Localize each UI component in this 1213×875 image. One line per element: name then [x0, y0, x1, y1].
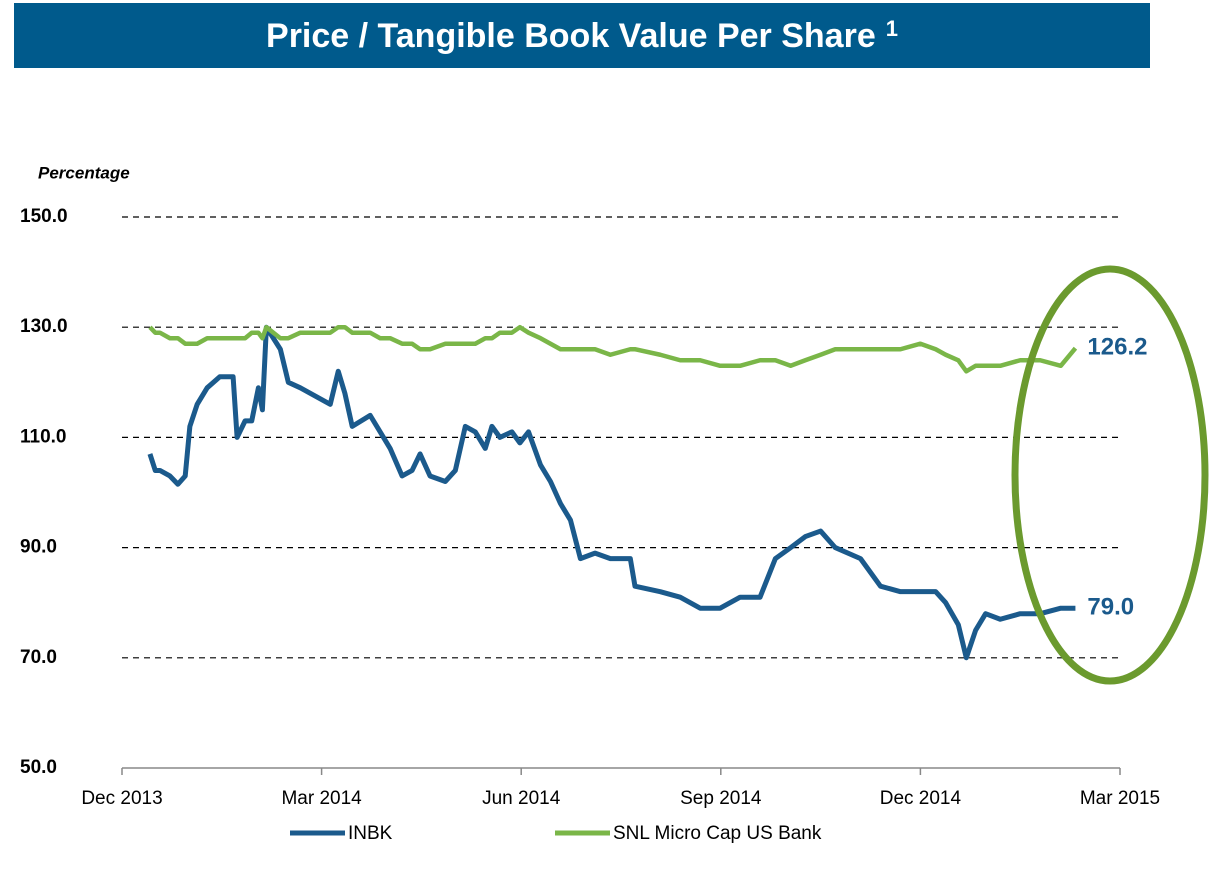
series-line: [147, 324, 1076, 661]
x-tick-label: Mar 2014: [281, 788, 362, 809]
chart-title: Price / Tangible Book Value Per Share: [266, 17, 876, 55]
title-banner: [14, 3, 1150, 68]
end-label: 126.2: [1087, 333, 1147, 360]
y-axis-label: Percentage: [38, 163, 130, 182]
y-tick-label: 150.0: [20, 206, 68, 227]
x-tick-label: Sep 2014: [680, 788, 762, 809]
end-label: 79.0: [1087, 594, 1134, 621]
y-tick-label: 110.0: [20, 426, 67, 447]
x-tick-label: Dec 2013: [81, 788, 162, 809]
y-tick-label: 130.0: [20, 316, 68, 337]
chart-title-group: Price / Tangible Book Value Per Share 1: [266, 16, 898, 55]
series-line: [148, 324, 1078, 374]
highlight-ellipse: [1011, 265, 1209, 685]
legend-label: INBK: [348, 823, 393, 844]
y-tick-label: 50.0: [20, 757, 57, 778]
y-tick-label: 90.0: [20, 537, 57, 558]
x-tick-label: Jun 2014: [482, 788, 561, 809]
x-tick-label: Mar 2015: [1080, 788, 1160, 809]
title-superscript: 1: [886, 16, 898, 41]
y-tick-label: 70.0: [20, 647, 57, 668]
x-tick-label: Dec 2014: [880, 788, 962, 809]
legend-label: SNL Micro Cap US Bank: [613, 823, 822, 844]
